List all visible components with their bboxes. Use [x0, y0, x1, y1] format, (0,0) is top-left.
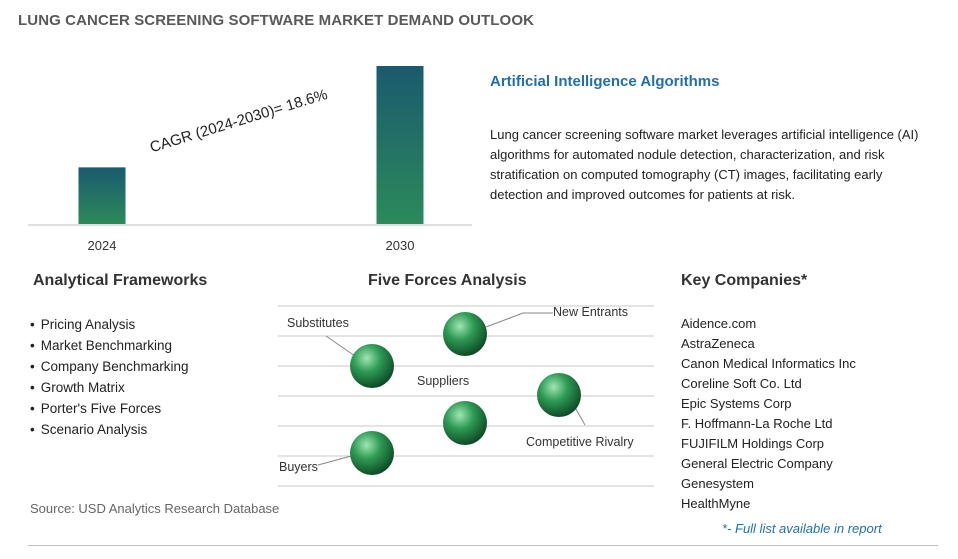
list-item: Porter's Five Forces [30, 398, 189, 419]
bottom-divider [28, 545, 938, 546]
label-competitive-rivalry: Competitive Rivalry [526, 435, 634, 449]
list-item: Growth Matrix [30, 377, 189, 398]
list-item: Company Benchmarking [30, 356, 189, 377]
sphere-competitive-rivalry [537, 373, 581, 417]
x-tick-label: 2030 [386, 238, 415, 253]
list-item: Coreline Soft Co. Ltd [681, 376, 802, 391]
frameworks-list: Pricing Analysis Market Benchmarking Com… [30, 314, 189, 440]
list-item: Pricing Analysis [30, 314, 189, 335]
sphere-substitutes [350, 344, 394, 388]
frameworks-title: Analytical Frameworks [33, 272, 208, 289]
list-item: FUJIFILM Holdings Corp [681, 436, 825, 451]
list-item: Scenario Analysis [30, 419, 189, 440]
bar-2030 [376, 66, 424, 224]
sphere-suppliers [443, 401, 487, 445]
list-item: Aidence.com [681, 316, 757, 331]
list-item: Genesystem [681, 476, 754, 491]
list-item: Epic Systems Corp [681, 396, 792, 411]
sphere-buyers [350, 431, 394, 475]
label-new-entrants: New Entrants [553, 305, 629, 319]
list-item: F. Hoffmann-La Roche Ltd [681, 416, 833, 431]
page-title: LUNG CANCER SCREENING SOFTWARE MARKET DE… [18, 12, 535, 29]
ai-description: Lung cancer screening software market le… [490, 127, 919, 202]
five-forces-title: Five Forces Analysis [368, 272, 527, 289]
divider-lines [278, 305, 654, 487]
list-item: HealthMyne [681, 496, 751, 511]
list-item: General Electric Company [681, 456, 833, 471]
sphere-new-entrants [443, 312, 487, 356]
full-list-note: *- Full list available in report [722, 521, 882, 536]
ai-heading: Artificial Intelligence Algorithms [490, 73, 720, 90]
source-note: Source: USD Analytics Research Database [30, 501, 280, 516]
key-companies-title: Key Companies* [681, 272, 808, 289]
list-item: AstraZeneca [681, 336, 755, 351]
list-item: Market Benchmarking [30, 335, 189, 356]
bar-chart: 2024 2030 [28, 66, 472, 253]
label-buyers: Buyers [279, 460, 318, 474]
list-item: Canon Medical Informatics Inc [681, 356, 856, 371]
bar-2024 [78, 167, 126, 224]
label-suppliers: Suppliers [417, 374, 470, 388]
label-substitutes: Substitutes [287, 316, 349, 330]
key-companies-list: Aidence.com AstraZeneca Canon Medical In… [681, 314, 856, 514]
x-tick-label: 2024 [88, 238, 117, 253]
